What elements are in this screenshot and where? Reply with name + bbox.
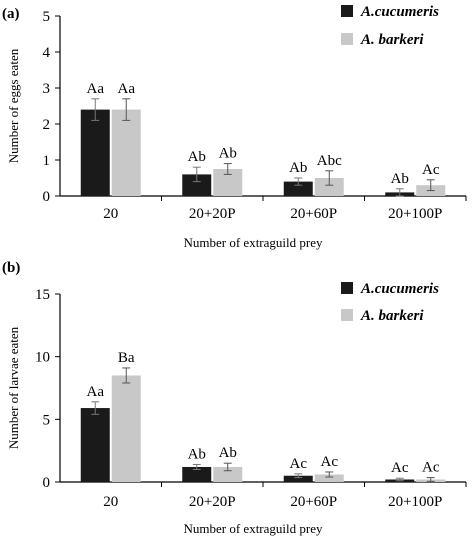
significance-label: Ac (321, 454, 339, 470)
x-category-label: 20 (103, 494, 118, 510)
legend-swatch (341, 309, 353, 321)
x-category-label: 20+60P (290, 206, 337, 222)
significance-label: Aa (87, 81, 105, 97)
x-axis-title: Number of extraguild prey (184, 235, 323, 250)
bar (111, 109, 141, 196)
y-tick-label: 15 (35, 287, 50, 303)
significance-label: Ab (391, 171, 409, 187)
significance-label: Abc (317, 153, 342, 169)
y-tick-label: 0 (43, 475, 51, 491)
significance-label: Aa (87, 384, 105, 400)
bar (111, 375, 141, 482)
significance-label: Ac (290, 456, 308, 472)
y-tick-label: 10 (35, 350, 50, 366)
y-tick-label: 0 (43, 189, 51, 205)
significance-label: Aa (118, 81, 136, 97)
y-tick-label: 2 (43, 117, 51, 133)
bar (314, 474, 344, 482)
bar (80, 408, 110, 482)
y-tick-label: 5 (43, 9, 51, 25)
x-category-label: 20+20P (189, 206, 236, 222)
y-axis-title: Number of larvae eaten (6, 326, 21, 449)
x-category-label: 20 (103, 206, 118, 222)
significance-label: Ac (422, 460, 440, 476)
significance-label: Ab (219, 146, 237, 162)
legend-label: A.cucumeris (360, 281, 439, 297)
y-tick-label: 4 (43, 45, 51, 61)
x-axis-title: Number of extraguild prey (184, 521, 323, 536)
legend-swatch (341, 33, 353, 45)
legend-swatch (341, 5, 353, 17)
legend-label: A. barkeri (360, 32, 424, 48)
x-category-label: 20+20P (189, 494, 236, 510)
x-category-label: 20+60P (290, 494, 337, 510)
x-category-label: 20+100P (388, 494, 442, 510)
significance-label: Ab (188, 149, 206, 165)
bar (314, 178, 344, 196)
x-category-label: 20+100P (388, 206, 442, 222)
y-tick-label: 1 (43, 153, 51, 169)
bar (283, 475, 313, 482)
significance-label: Ab (289, 160, 307, 176)
bar (283, 181, 313, 196)
bar (182, 174, 212, 196)
legend-label: A. barkeri (360, 308, 424, 324)
bar (80, 109, 110, 196)
y-axis-title: Number of eggs eaten (6, 48, 21, 163)
significance-label: Ac (391, 460, 409, 476)
significance-label: Ba (118, 350, 135, 366)
panel-label: (a) (2, 6, 20, 22)
legend-label: A.cucumeris (360, 4, 439, 20)
significance-label: Ac (422, 162, 440, 178)
significance-label: Ab (219, 445, 237, 461)
panel-label: (b) (2, 260, 20, 276)
bar (182, 466, 212, 482)
y-tick-label: 3 (43, 81, 51, 97)
significance-label: Ab (188, 446, 206, 462)
y-tick-label: 5 (43, 412, 51, 428)
legend-swatch (341, 282, 353, 294)
bar (213, 466, 243, 482)
